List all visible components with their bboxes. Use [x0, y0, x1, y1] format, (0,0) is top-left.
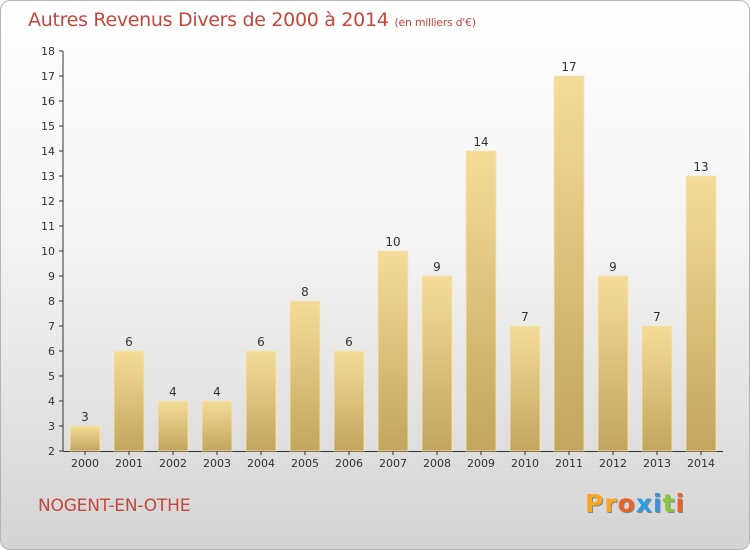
x-tick-label: 2001	[115, 457, 143, 470]
y-tick-label: 6	[48, 345, 55, 358]
x-tick-label: 2008	[423, 457, 451, 470]
location-label: NOGENT-EN-OTHE	[38, 496, 191, 516]
data-label: 6	[345, 335, 353, 349]
y-tick-label: 17	[41, 70, 55, 83]
x-tick-label: 2006	[335, 457, 363, 470]
bar	[553, 75, 585, 452]
logo-letter: t	[662, 489, 676, 518]
x-tick-label: 2002	[159, 457, 187, 470]
data-label: 17	[561, 60, 576, 74]
x-tick-label: 2010	[511, 457, 539, 470]
y-tick-label: 12	[41, 195, 55, 208]
chart-subtitle: (en milliers d'€)	[394, 16, 476, 29]
data-label: 6	[125, 335, 133, 349]
y-tick-label: 9	[48, 270, 55, 283]
proxiti-logo: Proxiti	[585, 489, 685, 518]
data-label: 6	[257, 335, 265, 349]
bar	[421, 275, 453, 452]
data-label: 7	[653, 310, 661, 324]
data-label: 9	[609, 260, 617, 274]
bar	[333, 350, 365, 452]
data-label: 8	[301, 285, 309, 299]
y-tick-label: 8	[48, 295, 55, 308]
bar	[201, 400, 233, 452]
y-tick-label: 16	[41, 95, 55, 108]
bar	[641, 325, 673, 452]
x-tick-label: 2012	[599, 457, 627, 470]
bar	[69, 425, 101, 452]
y-tick-label: 10	[41, 245, 55, 258]
data-label: 13	[693, 160, 708, 174]
logo-letter: x	[635, 489, 653, 518]
y-tick-label: 11	[41, 220, 55, 233]
bar	[113, 350, 145, 452]
data-label: 14	[473, 135, 488, 149]
x-tick-label: 2005	[291, 457, 319, 470]
logo-letter: r	[604, 489, 618, 518]
x-tick-label: 2009	[467, 457, 495, 470]
logo-letter: o	[617, 489, 636, 518]
y-tick-label: 3	[48, 420, 55, 433]
x-tick-label: 2003	[203, 457, 231, 470]
x-tick-label: 2014	[687, 457, 715, 470]
x-tick-label: 2007	[379, 457, 407, 470]
y-tick-label: 5	[48, 370, 55, 383]
y-tick-label: 4	[48, 395, 55, 408]
y-tick-label: 2	[48, 445, 55, 458]
data-label: 10	[385, 235, 400, 249]
bar	[509, 325, 541, 452]
logo-letter: i	[675, 489, 686, 518]
chart-title: Autres Revenus Divers de 2000 à 2014 (en …	[28, 9, 476, 31]
data-label: 7	[521, 310, 529, 324]
x-tick-label: 2013	[643, 457, 671, 470]
data-label: 4	[169, 385, 177, 399]
bar	[685, 175, 717, 452]
bar	[157, 400, 189, 452]
bar	[377, 250, 409, 452]
y-tick-label: 15	[41, 120, 55, 133]
logo-letter: i	[653, 489, 663, 518]
y-tick-label: 7	[48, 320, 55, 333]
data-label: 4	[213, 385, 221, 399]
y-tick-label: 13	[41, 170, 55, 183]
y-tick-label: 18	[41, 45, 55, 58]
logo-letter: P	[585, 489, 605, 518]
data-label: 9	[433, 260, 441, 274]
bar	[245, 350, 277, 452]
data-label: 3	[81, 410, 89, 424]
bar	[465, 150, 497, 452]
bar	[597, 275, 629, 452]
x-tick-label: 2004	[247, 457, 275, 470]
bar	[289, 300, 321, 452]
x-tick-label: 2000	[71, 457, 99, 470]
chart-title-text: Autres Revenus Divers de 2000 à 2014	[28, 9, 389, 31]
x-tick-label: 2011	[555, 457, 583, 470]
y-tick-label: 14	[41, 145, 55, 158]
